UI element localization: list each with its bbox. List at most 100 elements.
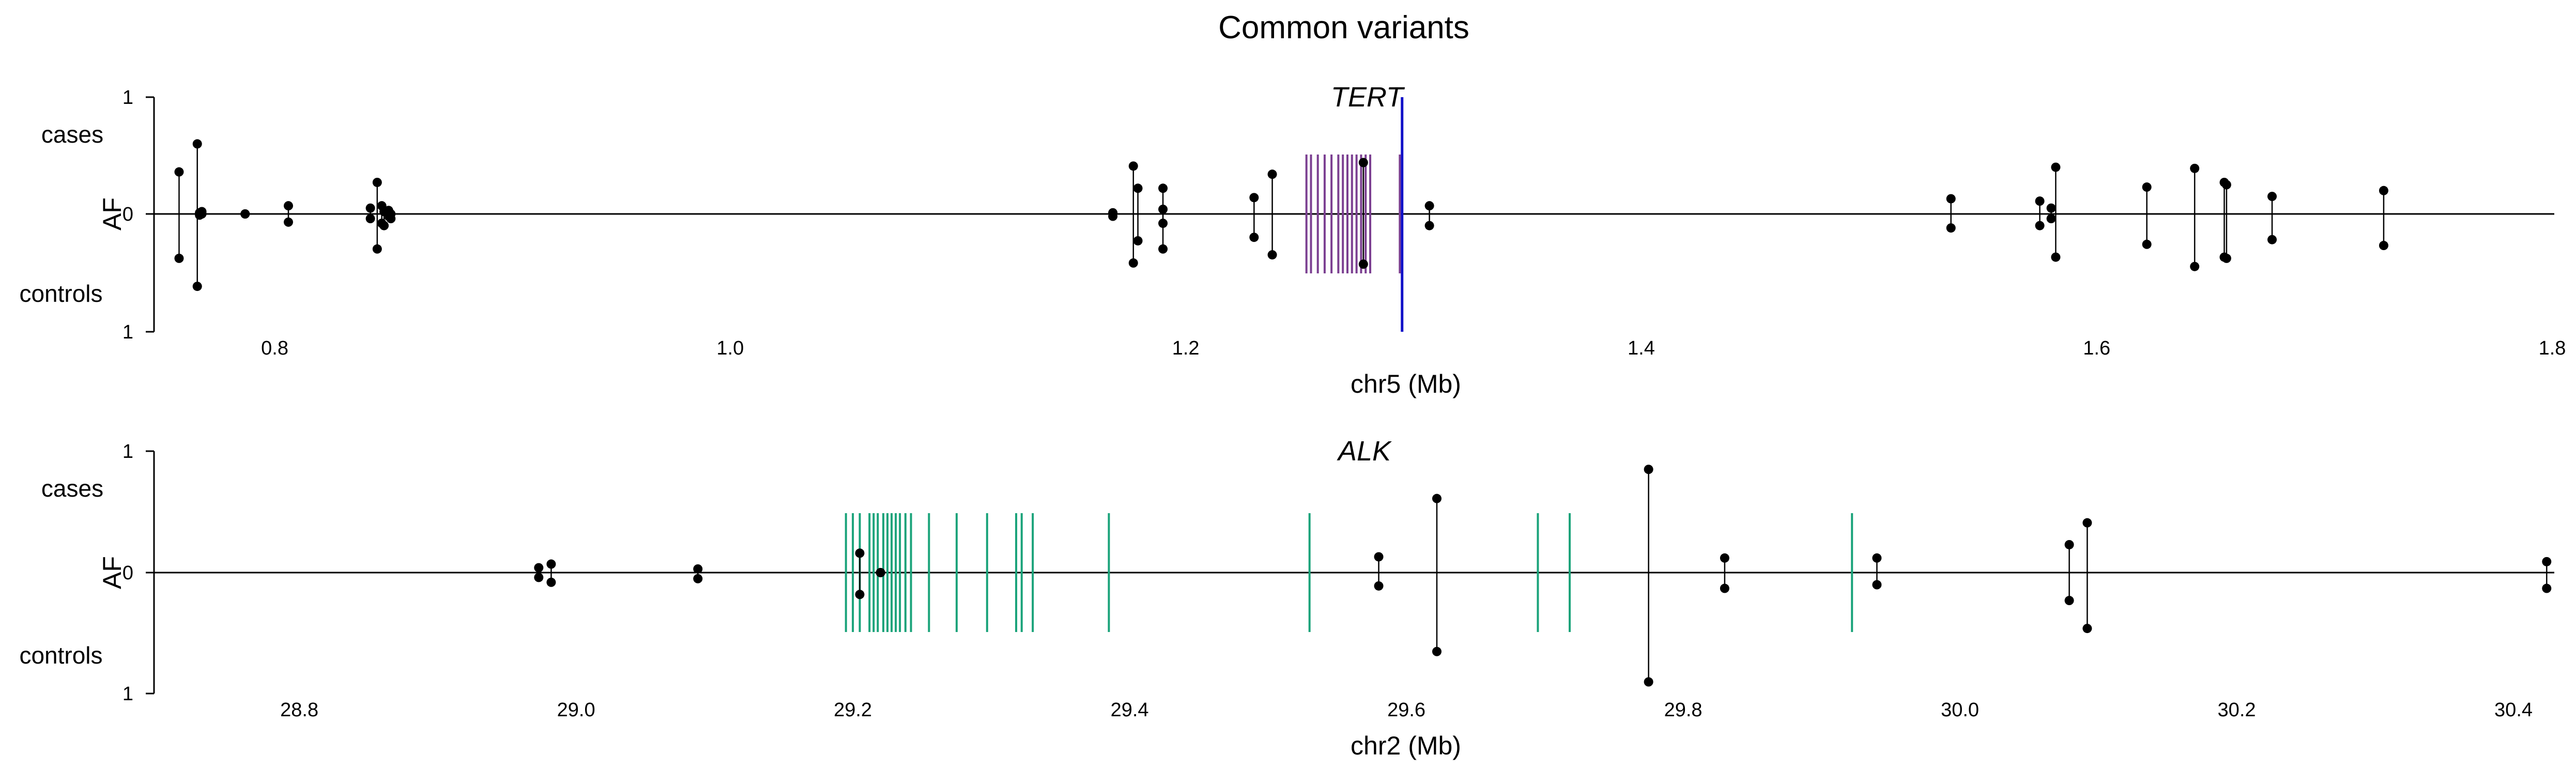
y-tick-label: 0 (122, 204, 133, 225)
x-tick-label: 29.0 (557, 699, 595, 721)
case-point (2082, 518, 2092, 528)
figure-title: Common variants (1218, 10, 1469, 45)
control-point (174, 253, 184, 263)
control-point (876, 568, 885, 577)
case-point (2267, 192, 2277, 202)
y-tick-label: 1 (122, 87, 133, 109)
control-point (855, 590, 865, 599)
control-point (1720, 583, 1729, 593)
control-point (386, 214, 396, 224)
control-point (283, 217, 293, 227)
case-point (1424, 201, 1434, 211)
control-point (195, 210, 205, 220)
case-point (534, 563, 544, 573)
control-point (2046, 214, 2056, 224)
case-point (2221, 180, 2231, 190)
control-point (1267, 250, 1277, 260)
case-point (1946, 194, 1956, 204)
case-point (2142, 182, 2152, 192)
cases-label: cases (41, 475, 103, 502)
case-point (1249, 193, 1259, 203)
panel-alk: 1 0 1 cases controls AF 28.8 29.0 29.2 29.4 29.6 29… (19, 436, 2554, 760)
controls-label: controls (19, 642, 102, 669)
case-point (365, 203, 375, 213)
case-point (546, 559, 556, 569)
x-tick-label: 1.6 (2083, 337, 2110, 359)
control-point (1133, 236, 1143, 245)
case-point (2046, 203, 2056, 213)
control-point (192, 282, 202, 291)
control-point (1158, 244, 1168, 254)
case-point (1374, 552, 1384, 562)
control-point (1946, 223, 1956, 233)
x-tick-label: 1.2 (1172, 337, 1200, 359)
case-point (2051, 162, 2061, 172)
x-tick-label: 30.4 (2494, 699, 2533, 721)
control-point (2190, 261, 2200, 271)
case-point (1644, 465, 1653, 474)
panel-tert: 1 0 1 cases controls AF 0.8 1.0 1.2 1.4 1.6 1.8 chr5… (19, 82, 2566, 398)
gene-label: TERT (1331, 82, 1405, 113)
control-point (365, 214, 375, 224)
control-point (2142, 239, 2152, 249)
x-tick-label: 29.4 (1111, 699, 1149, 721)
x-tick-label: 29.6 (1387, 699, 1425, 721)
case-point (1133, 183, 1143, 193)
case-point (2379, 186, 2388, 195)
control-point (2051, 252, 2061, 262)
control-point (1644, 677, 1653, 687)
control-point (379, 221, 389, 230)
case-point (2035, 196, 2045, 206)
y-axis-title: AF (98, 556, 127, 589)
case-point (1432, 494, 1442, 503)
x-tick-label: 28.8 (280, 699, 318, 721)
gene-label: ALK (1337, 436, 1392, 467)
y-tick-label: 1 (122, 683, 133, 705)
control-point (2035, 221, 2045, 230)
control-point (1128, 258, 1138, 268)
case-point (1158, 204, 1168, 214)
y-tick-label: 1 (122, 441, 133, 463)
case-point (174, 167, 184, 177)
y-tick-label: 1 (122, 321, 133, 343)
control-point (240, 209, 250, 219)
control-point (372, 244, 382, 254)
case-point (855, 548, 865, 558)
control-point (2064, 596, 2074, 606)
x-tick-label: 29.8 (1664, 699, 1703, 721)
control-point (2267, 235, 2277, 244)
y-axis-title: AF (98, 197, 127, 230)
case-point (2190, 163, 2200, 173)
case-point (1267, 170, 1277, 179)
case-point (2542, 557, 2552, 566)
control-point (2082, 624, 2092, 634)
control-point (693, 574, 703, 583)
control-point (1374, 581, 1384, 591)
control-point (534, 573, 544, 582)
x-axis-title: chr5 (Mb) (1351, 369, 1461, 398)
x-tick-label: 29.2 (834, 699, 872, 721)
control-point (2379, 241, 2388, 251)
case-point (1872, 553, 1882, 563)
case-point (1358, 158, 1368, 167)
case-point (2064, 540, 2074, 549)
control-point (1432, 646, 1442, 656)
case-point (1158, 183, 1168, 193)
control-point (1872, 580, 1882, 590)
x-tick-label: 30.0 (1941, 699, 1979, 721)
x-tick-label: 1.0 (716, 337, 744, 359)
case-point (693, 564, 703, 574)
control-point (546, 577, 556, 587)
x-tick-label: 1.4 (1628, 337, 1655, 359)
control-point (2542, 583, 2552, 593)
control-point (1158, 219, 1168, 228)
x-axis-title: chr2 (Mb) (1351, 731, 1461, 760)
case-point (283, 201, 293, 211)
case-point (192, 139, 202, 149)
x-tick-label: 1.8 (2539, 337, 2566, 359)
cases-label: cases (41, 121, 103, 148)
x-tick-label: 0.8 (261, 337, 288, 359)
control-point (1358, 259, 1368, 269)
control-point (1249, 233, 1259, 242)
